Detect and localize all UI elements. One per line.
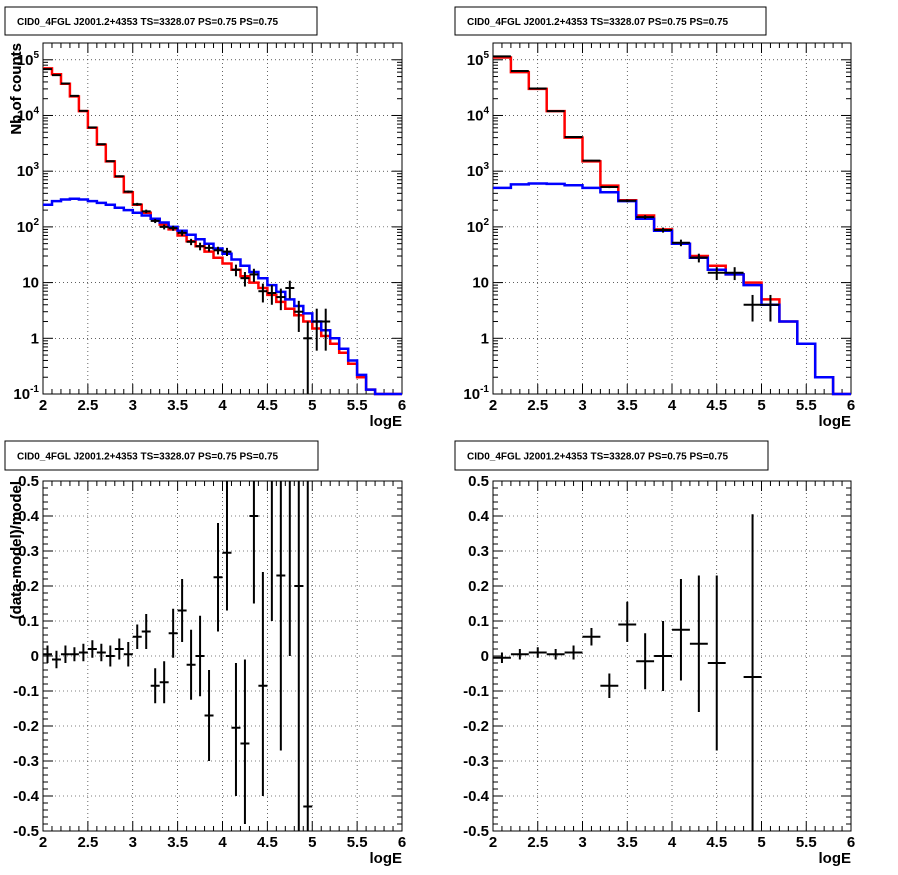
y-axis-title: Nb of counts	[8, 43, 25, 135]
chart-title: CID0_4FGL J2001.2+4353 TS=3328.07 PS=0.7…	[17, 17, 279, 28]
x-axis-title: logE	[370, 413, 403, 430]
y-tick-label: -0.2	[463, 718, 489, 735]
y-tick-label: 0.1	[18, 613, 39, 630]
y-tick-label: 0.3	[468, 543, 489, 560]
y-axis-title: (data-model)/model	[8, 481, 25, 619]
x-tick-label: 4	[668, 397, 677, 414]
x-tick-label: 3	[129, 834, 137, 851]
x-tick-label: 4.5	[706, 397, 727, 414]
y-tick-label: 0.5	[18, 473, 39, 490]
x-tick-label: 4	[218, 834, 227, 851]
title-box	[4, 6, 318, 36]
y-tick-label: 0.2	[18, 578, 39, 595]
y-tick-label: 1	[481, 330, 489, 347]
x-tick-label: 5.5	[347, 397, 368, 414]
y-tick-label: 104	[17, 105, 40, 124]
chart-pad-1: 2 2.5 3 3.5 4 4.5 5 5.5 6 10-1 1 10 102 103 104 105 logE…	[4, 6, 406, 430]
x-axis-title: logE	[819, 850, 852, 867]
x-tick-label: 5	[308, 834, 316, 851]
histogram-series-2	[493, 182, 851, 396]
y-tick-label: -0.4	[13, 788, 40, 805]
chart-pad-3: 2 2.5 3 3.5 4 4.5 5 5.5 6 -0.5 -0.4 -0.3 -0.2 -0.1 0 0.…	[4, 440, 406, 867]
x-tick-label: 3.5	[167, 397, 188, 414]
title-box	[4, 440, 319, 471]
y-tick-label: 104	[467, 105, 490, 124]
x-axis-title: logE	[370, 850, 403, 867]
y-tick-label: 10-1	[463, 384, 489, 403]
x-tick-label: 3	[578, 834, 586, 851]
y-tick-label: 0	[31, 648, 39, 665]
x-tick-label: 2.5	[77, 834, 98, 851]
x-tick-label: 5.5	[796, 397, 817, 414]
y-tick-label: -0.4	[463, 788, 490, 805]
y-axis-title: Nb of counts	[8, 43, 25, 135]
x-axis-title: logE	[819, 413, 852, 430]
y-tick-label: -0.5	[13, 823, 39, 840]
y-tick-label: 0	[481, 648, 489, 665]
x-tick-label: 5	[308, 397, 316, 414]
plot-frame	[42, 480, 403, 832]
title-box	[454, 440, 769, 471]
y-tick-label: -0.5	[463, 823, 489, 840]
x-tick-label: 2.5	[77, 397, 98, 414]
x-tick-label: 5.5	[796, 834, 817, 851]
y-tick-label: 0.2	[468, 578, 489, 595]
x-tick-label: 2	[489, 834, 497, 851]
y-tick-label: -0.3	[13, 753, 39, 770]
title-box	[454, 6, 767, 36]
y-tick-label: 10	[472, 275, 489, 292]
y-tick-label: 103	[17, 161, 40, 180]
y-tick-label: 0.3	[18, 543, 39, 560]
x-tick-label: 6	[847, 397, 855, 414]
chart-title: CID0_4FGL J2001.2+4353 TS=3328.07 PS=0.7…	[467, 17, 729, 28]
y-tick-label: 10	[22, 275, 39, 292]
y-tick-label: 103	[467, 161, 490, 180]
x-tick-label: 2	[39, 834, 47, 851]
x-tick-label: 3	[129, 397, 137, 414]
x-tick-label: 2	[39, 397, 47, 414]
y-axis-title: (data-model)/model	[8, 481, 25, 619]
y-tick-label: 105	[17, 50, 40, 69]
x-tick-label: 5.5	[347, 834, 368, 851]
y-tick-label: 0.4	[468, 508, 490, 525]
x-tick-label: 4	[218, 397, 227, 414]
chart-title: CID0_4FGL J2001.2+4353 TS=3328.07 PS=0.7…	[17, 452, 279, 463]
y-tick-label: 102	[467, 217, 490, 236]
chart-title: CID0_4FGL J2001.2+4353 TS=3328.07 PS=0.7…	[467, 452, 729, 463]
x-tick-label: 3.5	[617, 834, 638, 851]
x-tick-label: 3.5	[167, 834, 188, 851]
y-tick-label: 1	[31, 330, 39, 347]
x-tick-label: 6	[847, 834, 855, 851]
x-tick-label: 4	[668, 834, 677, 851]
y-tick-label: 10-1	[13, 384, 39, 403]
y-tick-label: -0.1	[13, 683, 39, 700]
x-tick-label: 2.5	[527, 834, 548, 851]
y-tick-label: -0.2	[13, 718, 39, 735]
y-tick-label: -0.1	[463, 683, 489, 700]
y-tick-label: 0.4	[18, 508, 40, 525]
x-tick-label: 2	[489, 397, 497, 414]
y-tick-label: 0.1	[468, 613, 489, 630]
x-tick-label: 6	[398, 397, 406, 414]
y-tick-label: 105	[467, 50, 490, 69]
y-tick-label: 0.5	[468, 473, 489, 490]
chart-pad-4: 2 2.5 3 3.5 4 4.5 5 5.5 6 -0.5 -0.4 -0.3 -0.2 -0.1 0 0.…	[8, 440, 855, 867]
x-tick-label: 5	[757, 834, 765, 851]
y-tick-label: -0.3	[463, 753, 489, 770]
x-tick-label: 3.5	[617, 397, 638, 414]
chart-pad-2: 2 2.5 3 3.5 4 4.5 5 5.5 610-1110102103104105logE…	[8, 6, 855, 430]
x-tick-label: 2.5	[527, 397, 548, 414]
y-tick-label: 102	[17, 217, 40, 236]
x-tick-label: 4.5	[257, 834, 278, 851]
x-tick-label: 6	[398, 834, 406, 851]
x-tick-label: 3	[578, 397, 586, 414]
x-tick-label: 5	[757, 397, 765, 414]
x-tick-label: 4.5	[257, 397, 278, 414]
x-tick-label: 4.5	[706, 834, 727, 851]
